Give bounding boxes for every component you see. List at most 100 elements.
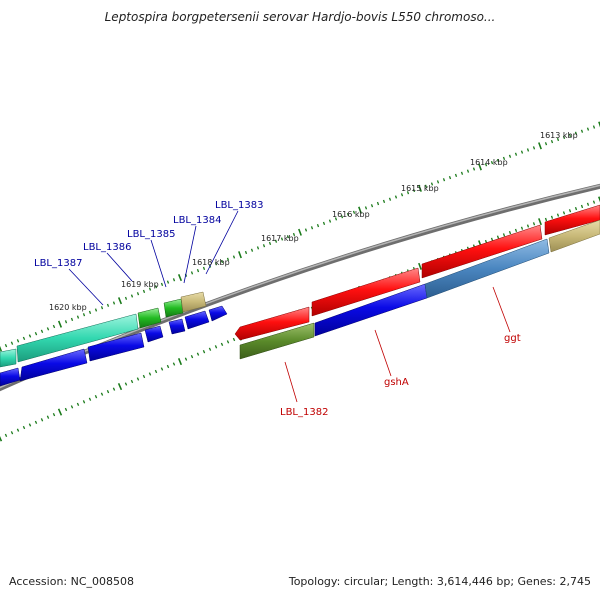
tick-mark <box>388 197 392 201</box>
tick-mark <box>136 292 140 296</box>
tick-mark <box>250 248 254 252</box>
gene-feature-khaki[interactable] <box>180 291 207 313</box>
tick-mark <box>52 324 56 329</box>
tick-mark <box>220 342 224 346</box>
scale-label: 1616 kbp <box>332 210 370 219</box>
tick-mark <box>88 310 92 315</box>
tick-mark <box>430 182 434 186</box>
tick-mark <box>154 369 158 374</box>
tick-mark <box>418 184 422 192</box>
tick-mark <box>100 392 104 396</box>
tick-mark <box>406 191 410 195</box>
gene-label[interactable]: LBL_1386 <box>83 242 131 253</box>
tick-mark <box>364 206 368 210</box>
tick-mark <box>57 408 63 416</box>
tick-mark <box>136 377 140 381</box>
tick-mark <box>148 287 152 291</box>
tick-mark <box>100 306 104 310</box>
tick-mark <box>268 241 272 246</box>
left-forward-features <box>0 291 207 368</box>
left-reverse-features <box>0 305 228 387</box>
tick-mark <box>394 195 398 199</box>
tick-mark <box>106 389 110 394</box>
tick-mark <box>196 352 200 356</box>
gene-feature-khaki[interactable] <box>548 219 600 253</box>
callout-line <box>205 210 239 275</box>
gene-feature-olive[interactable] <box>239 322 315 360</box>
tick-mark <box>508 230 512 235</box>
tick-mark <box>148 372 152 376</box>
gene-feature-red[interactable] <box>311 267 421 317</box>
tick-mark <box>580 129 584 133</box>
gene-label[interactable]: LBL_1384 <box>173 215 221 226</box>
gene-feature-blue[interactable] <box>184 310 210 330</box>
gene-feature-red[interactable] <box>234 306 310 341</box>
tick-mark <box>232 337 236 342</box>
tick-mark <box>304 228 308 232</box>
tick-mark <box>412 188 416 193</box>
tick-mark <box>0 436 3 442</box>
tick-mark <box>196 268 200 273</box>
tick-mark <box>160 367 164 371</box>
tick-mark <box>424 184 428 188</box>
tick-mark <box>40 418 44 422</box>
tick-mark <box>382 199 386 204</box>
gene-feature-green[interactable] <box>163 298 184 318</box>
gene-feature-blue[interactable] <box>208 305 228 322</box>
gene-feature-cyan[interactable] <box>0 348 17 368</box>
tick-mark <box>76 315 80 319</box>
tick-mark <box>526 148 530 152</box>
scale-label: 1620 kbp <box>49 303 87 312</box>
gene-label[interactable]: LBL_1383 <box>215 200 263 211</box>
gene-label[interactable]: ggt <box>504 333 521 344</box>
gene-feature-red[interactable] <box>421 224 543 279</box>
tick-mark <box>262 244 266 248</box>
tick-mark <box>400 193 404 197</box>
tick-mark <box>562 211 566 215</box>
gene-feature-blue[interactable] <box>87 332 145 362</box>
tick-mark <box>496 158 500 163</box>
callout-line <box>106 252 133 282</box>
tick-mark <box>526 224 530 228</box>
gene-label[interactable]: LBL_1387 <box>34 258 82 269</box>
tick-mark <box>514 228 518 233</box>
callout-lines <box>68 210 511 403</box>
tick-mark <box>142 374 146 379</box>
callout-line <box>68 268 104 306</box>
gene-label[interactable]: gshA <box>384 377 409 388</box>
tick-mark <box>586 202 590 206</box>
gene-feature-steelblue[interactable] <box>424 238 550 299</box>
tick-mark <box>0 345 3 352</box>
tick-mark <box>286 235 290 239</box>
tick-mark <box>448 175 452 180</box>
gene-feature-blue[interactable] <box>144 325 164 343</box>
tick-mark <box>502 156 506 161</box>
tick-mark <box>130 294 134 298</box>
tick-mark <box>117 382 123 391</box>
tick-mark <box>496 235 500 239</box>
forward-strand-features <box>234 204 600 341</box>
tick-mark <box>574 131 578 135</box>
gene-feature-blue[interactable] <box>19 348 88 382</box>
tick-mark <box>292 232 296 237</box>
tick-mark <box>568 209 572 213</box>
tick-mark <box>57 320 63 328</box>
tick-mark <box>117 297 123 305</box>
tick-mark <box>112 301 116 305</box>
tick-mark <box>568 133 572 138</box>
tick-mark <box>10 341 14 345</box>
tick-mark <box>592 200 596 204</box>
tick-mark <box>340 215 344 219</box>
gene-label[interactable]: LBL_1385 <box>127 229 175 240</box>
gene-feature-cyan[interactable] <box>16 313 139 363</box>
tick-mark <box>88 397 92 401</box>
tick-mark <box>556 213 560 217</box>
gene-feature-blue[interactable] <box>168 318 186 335</box>
gene-feature-green[interactable] <box>137 307 162 329</box>
tick-mark <box>40 329 44 333</box>
tick-mark <box>177 358 183 366</box>
tick-mark <box>550 215 554 219</box>
gene-label[interactable]: LBL_1382 <box>280 407 328 418</box>
gene-feature-red[interactable] <box>544 204 600 236</box>
